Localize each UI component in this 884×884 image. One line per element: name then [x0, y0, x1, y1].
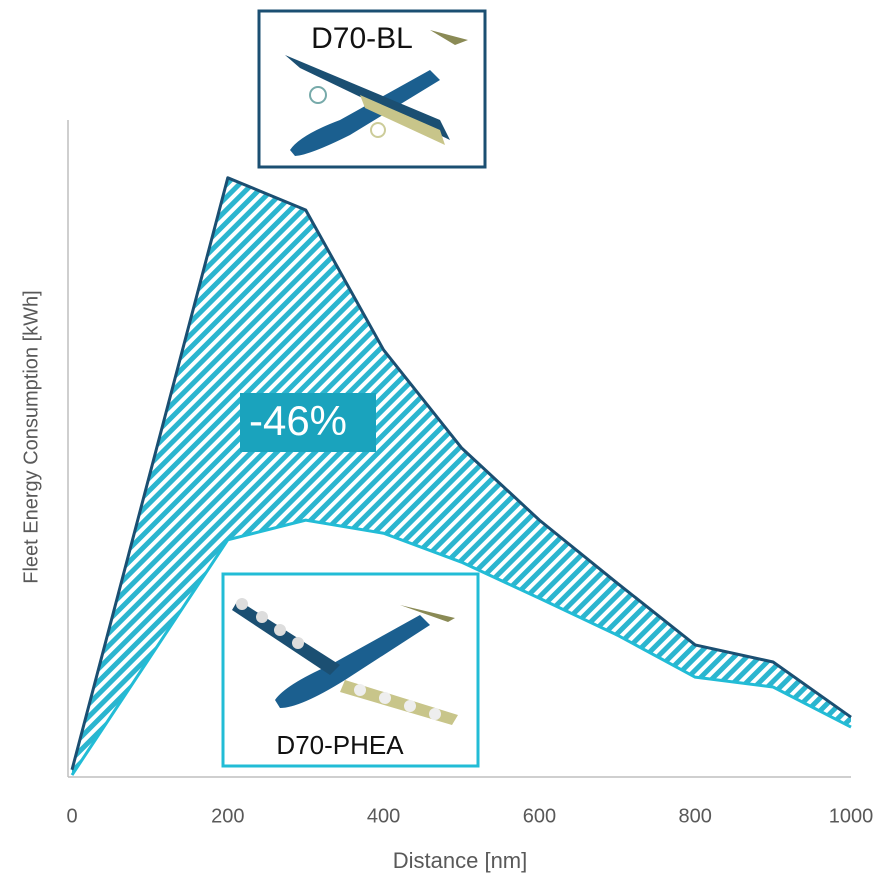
x-tick-label: 400: [367, 805, 400, 827]
chart: Fleet Energy Consumption [kWh] Distance …: [0, 0, 884, 879]
x-tick-label: 800: [679, 805, 712, 827]
annotation: -46%: [249, 397, 347, 444]
y-axis-title: Fleet Energy Consumption [kWh]: [20, 290, 42, 583]
x-tick-label: 0: [66, 805, 77, 827]
x-tick-label: 1000: [829, 805, 874, 827]
page: Fleet Energy Consumption [kWh] Distance …: [0, 0, 884, 884]
phea-label: D70-PHEA: [276, 730, 404, 760]
x-tick-label: 200: [211, 805, 244, 827]
x-axis-title: Distance [nm]: [393, 848, 528, 873]
x-tick-label: 600: [523, 805, 556, 827]
bl-label: D70-BL: [311, 22, 413, 55]
